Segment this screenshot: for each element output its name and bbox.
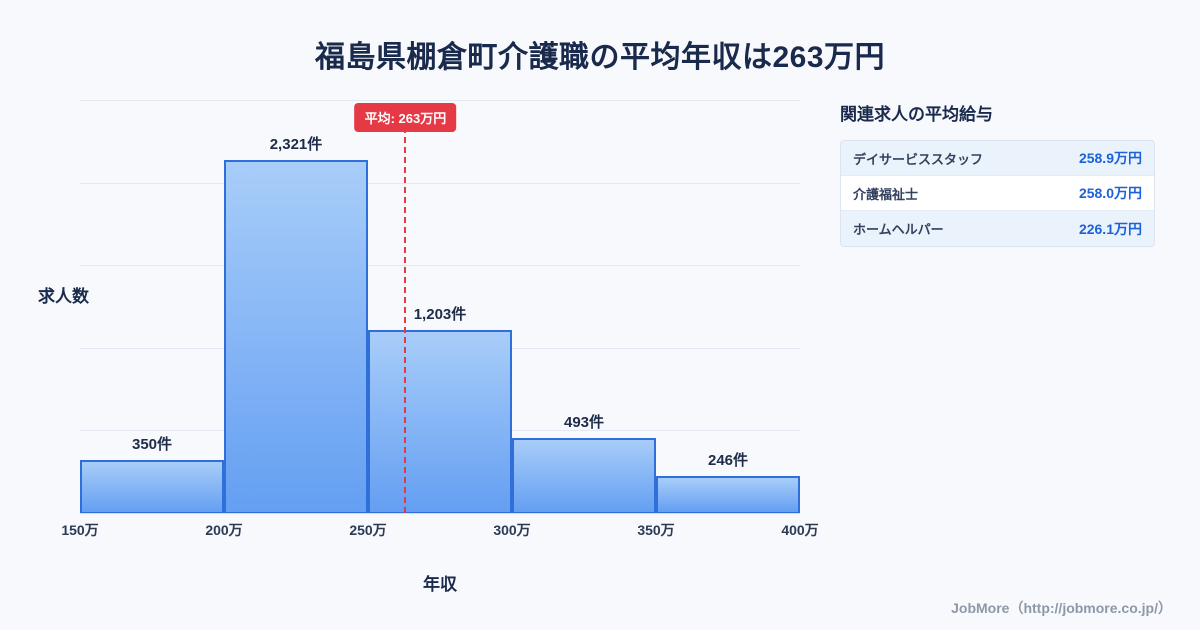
- related-job-label: 介護福祉士: [853, 186, 919, 202]
- bar-value-label: 493件: [563, 414, 605, 431]
- bar-value-label: 1,203件: [413, 306, 467, 323]
- page-title: 福島県棚倉町介護職の平均年収は263万円: [314, 41, 886, 74]
- related-job-label: ホームヘルパー: [853, 222, 944, 237]
- related-job-value: 258.0万円: [1078, 185, 1142, 201]
- histogram-bar: [368, 330, 512, 513]
- related-job-label: デイサービススタッフ: [853, 151, 984, 167]
- related-job-value: 258.9万円: [1078, 150, 1142, 166]
- histogram-bar: [80, 460, 224, 513]
- footer-credit: JobMore（http://jobmore.co.jp/）: [951, 600, 1172, 616]
- bar-value-label: 246件: [707, 452, 749, 469]
- histogram-bar: [656, 476, 800, 513]
- gridline: [80, 100, 800, 101]
- x-axis-label: 年収: [423, 575, 457, 594]
- x-tick-label: 250万: [349, 522, 387, 538]
- x-axis-baseline: [80, 513, 800, 514]
- x-tick-label: 150万: [61, 522, 99, 538]
- histogram-bar: [224, 160, 368, 513]
- x-tick-label: 400万: [781, 522, 819, 538]
- y-axis-label: 求人数: [38, 287, 89, 306]
- average-line: [404, 127, 407, 513]
- side-panel-heading: 関連求人の平均給与: [840, 105, 993, 124]
- x-tick-label: 350万: [637, 522, 675, 538]
- x-tick-label: 300万: [493, 522, 531, 538]
- related-job-row: 介護福祉士 258.0万円: [841, 176, 1154, 211]
- related-jobs-card: デイサービススタッフ 258.9万円介護福祉士 258.0万円ホームヘルパー 226.…: [840, 140, 1155, 247]
- bar-value-label: 2,321件: [269, 136, 323, 153]
- x-tick-label: 200万: [205, 522, 243, 538]
- related-job-value: 226.1万円: [1078, 220, 1142, 237]
- bar-value-label: 350件: [131, 436, 173, 453]
- gridline: [80, 265, 800, 267]
- gridline: [80, 182, 800, 184]
- related-job-row: デイサービススタッフ 258.9万円: [841, 141, 1154, 176]
- related-job-row: ホームヘルパー 226.1万円: [841, 211, 1154, 246]
- histogram-plot: 350件 2,321件 1,203件 493件 246件 150万 200万 250万 300…: [61, 100, 819, 538]
- average-badge: 平均: 263万円: [354, 103, 457, 132]
- histogram-bar: [512, 438, 656, 513]
